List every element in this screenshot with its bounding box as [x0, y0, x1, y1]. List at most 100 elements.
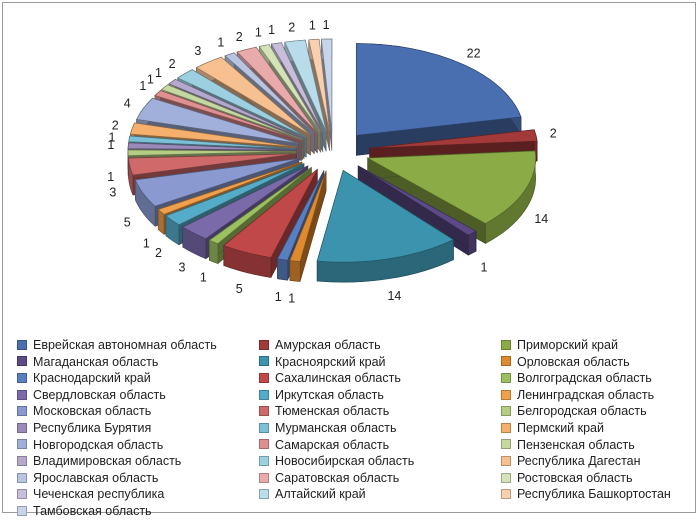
data-label: 1 — [217, 35, 224, 49]
legend-item: Самарская область — [259, 437, 389, 454]
data-label: 22 — [467, 47, 481, 61]
legend-label: Алтайский край — [275, 487, 366, 501]
data-label: 2 — [236, 30, 243, 44]
legend-item: Иркутская область — [259, 387, 384, 404]
legend-label: Саратовская область — [275, 471, 399, 485]
legend-label: Магаданская область — [33, 355, 158, 369]
legend-swatch — [501, 439, 511, 449]
legend-swatch — [259, 473, 269, 483]
legend-item: Алтайский край — [259, 486, 366, 503]
data-label: 2 — [155, 246, 162, 260]
legend-swatch — [259, 489, 269, 499]
legend-swatch — [501, 456, 511, 466]
legend-label: Тюменская область — [275, 404, 389, 418]
legend-label: Приморский край — [517, 338, 618, 352]
data-label: 1 — [275, 290, 282, 304]
legend-item: Республика Башкортостан — [501, 486, 671, 503]
legend-swatch — [259, 340, 269, 350]
data-label: 1 — [200, 270, 207, 284]
pie-slice-rim — [277, 259, 287, 280]
pie-slice-rim — [209, 240, 217, 263]
legend-swatch — [501, 373, 511, 383]
legend-item: Мурманская область — [259, 420, 397, 437]
legend-swatch — [17, 406, 27, 416]
legend-label: Красноярский край — [275, 355, 386, 369]
legend-item: Пензенская область — [501, 437, 635, 454]
data-label: 1 — [309, 19, 316, 33]
legend-label: Новосибирская область — [275, 454, 414, 468]
data-label: 5 — [124, 216, 131, 230]
legend-swatch — [501, 473, 511, 483]
legend-item: Краснодарский край — [17, 370, 151, 387]
legend-item: Республика Бурятия — [17, 420, 151, 437]
legend-label: Московская область — [33, 404, 151, 418]
legend-swatch — [259, 423, 269, 433]
data-label: 14 — [387, 289, 401, 303]
data-label: 2 — [550, 126, 557, 140]
legend-label: Ленинградская область — [517, 388, 654, 402]
data-label: 1 — [107, 170, 114, 184]
legend-item: Орловская область — [501, 354, 630, 371]
legend-swatch — [501, 489, 511, 499]
data-label: 1 — [268, 23, 275, 37]
data-label: 1 — [147, 72, 154, 86]
data-label: 1 — [481, 260, 488, 274]
legend-swatch — [259, 406, 269, 416]
legend-item: Ленинградская область — [501, 387, 654, 404]
legend-swatch — [501, 390, 511, 400]
legend-item: Новосибирская область — [259, 453, 414, 470]
data-label: 2 — [288, 20, 295, 34]
legend-label: Тамбовская область — [33, 504, 152, 518]
legend-swatch — [259, 356, 269, 366]
legend-label: Чеченская республика — [33, 487, 164, 501]
legend-item: Амурская область — [259, 337, 381, 354]
legend-swatch — [17, 456, 27, 466]
legend-item: Саратовская область — [259, 470, 399, 487]
legend-swatch — [17, 439, 27, 449]
legend-label: Республика Башкортостан — [517, 487, 671, 501]
legend-label: Свердловская область — [33, 388, 166, 402]
legend-item: Тамбовская область — [17, 503, 152, 520]
legend-item: Владимировская область — [17, 453, 181, 470]
legend-item: Ростовская область — [501, 470, 633, 487]
legend-label: Пермский край — [517, 421, 604, 435]
legend-item: Красноярский край — [259, 354, 386, 371]
data-label: 4 — [124, 96, 131, 110]
legend-swatch — [501, 423, 511, 433]
legend-item: Пермский край — [501, 420, 604, 437]
data-label: 14 — [534, 212, 548, 226]
legend-label: Новгородская область — [33, 438, 163, 452]
data-label: 2 — [112, 119, 119, 133]
legend-item: Ярославская область — [17, 470, 158, 487]
data-label: 1 — [139, 79, 146, 93]
pie-slice-rim — [290, 260, 300, 281]
legend-swatch — [501, 356, 511, 366]
legend-swatch — [17, 489, 27, 499]
legend-label: Еврейская автономная область — [33, 338, 217, 352]
legend-swatch — [501, 340, 511, 350]
legend-swatch — [259, 456, 269, 466]
legend-label: Иркутская область — [275, 388, 384, 402]
legend-label: Владимировская область — [33, 454, 181, 468]
data-label: 3 — [109, 186, 116, 200]
legend-label: Ярославская область — [33, 471, 158, 485]
legend-swatch — [17, 423, 27, 433]
legend-item: Республика Дагестан — [501, 453, 641, 470]
legend-swatch — [17, 373, 27, 383]
data-label: 1 — [255, 26, 262, 40]
legend-label: Краснодарский край — [33, 371, 151, 385]
data-label: 3 — [194, 44, 201, 58]
legend-label: Республика Дагестан — [517, 454, 641, 468]
legend-swatch — [259, 439, 269, 449]
legend-label: Амурская область — [275, 338, 381, 352]
legend-swatch — [17, 340, 27, 350]
data-label: 3 — [179, 260, 186, 274]
legend-label: Орловская область — [517, 355, 630, 369]
legend-label: Сахалинская область — [275, 371, 401, 385]
legend-item: Новгородская область — [17, 437, 163, 454]
legend-item: Тюменская область — [259, 403, 389, 420]
legend-swatch — [17, 506, 27, 516]
legend-label: Белгородская область — [517, 404, 647, 418]
legend-item: Волгоградская область — [501, 370, 652, 387]
